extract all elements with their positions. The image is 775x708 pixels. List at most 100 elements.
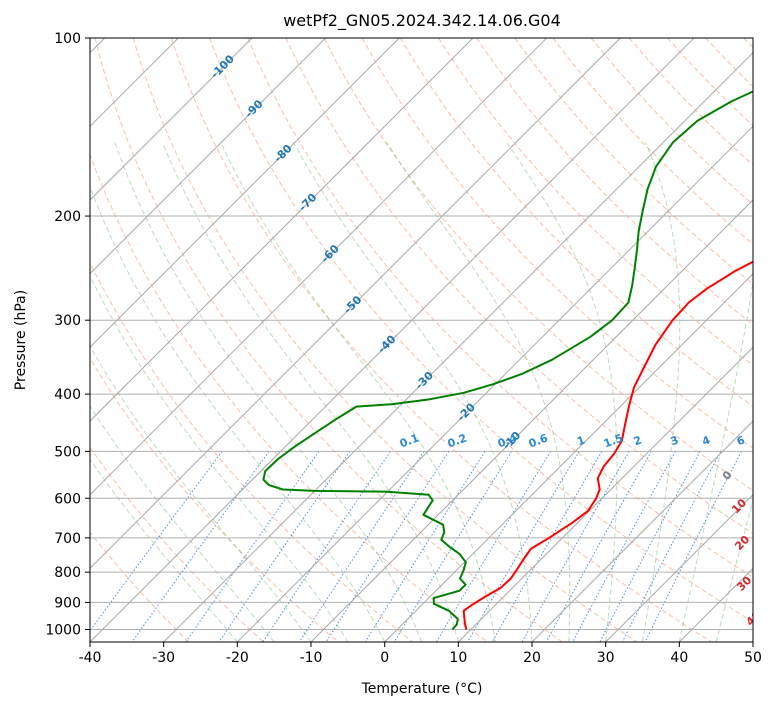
plot-frame bbox=[89, 37, 754, 643]
isotherm-line bbox=[90, 38, 327, 275]
isotherm-line bbox=[531, 420, 753, 642]
mixing-ratio-label: 0.1 bbox=[398, 432, 421, 451]
x-tick-label: 20 bbox=[523, 650, 541, 666]
dry-adiabat-line bbox=[285, 38, 753, 535]
dry-adiabat-line bbox=[132, 38, 638, 642]
x-tick-label: -30 bbox=[152, 650, 175, 666]
isotherm-line bbox=[605, 493, 753, 642]
chart-title: wetPf2_GN05.2024.342.14.06.G04 bbox=[283, 11, 561, 31]
mixing-ratio-label: 2 bbox=[632, 434, 644, 449]
moist-adiabat-label: 20 bbox=[732, 533, 752, 553]
axes: -40 -30 -20 -10 0 10 20 30 40 50 100 200 300 400 500 60… bbox=[45, 31, 762, 666]
dry-adiabat-line bbox=[437, 38, 753, 366]
x-tick-label: 10 bbox=[449, 650, 467, 666]
mixing-ratio-line bbox=[599, 451, 701, 642]
dewpoint-profile-line bbox=[262, 90, 753, 631]
mixing-ratio-line bbox=[467, 451, 580, 642]
y-tick-label: 1000 bbox=[45, 622, 81, 638]
isotherm-line bbox=[457, 346, 753, 642]
mixing-ratio-label: 0.2 bbox=[446, 432, 469, 451]
mixing-ratio-label: 0.6 bbox=[527, 431, 550, 450]
dry-adiabat-line bbox=[399, 38, 753, 408]
mixing-ratio-label: 1.5 bbox=[602, 432, 625, 451]
moist-adiabat-line bbox=[715, 498, 753, 642]
x-axis-label: Temperature (°C) bbox=[361, 681, 483, 697]
isotherm-line bbox=[90, 38, 621, 570]
y-tick-label: 600 bbox=[54, 491, 81, 507]
y-axis-label: Pressure (hPa) bbox=[13, 290, 29, 390]
dry-adiabat-line bbox=[170, 38, 712, 642]
mixing-ratio-label: 3 bbox=[669, 434, 681, 449]
moist-adiabat-line bbox=[90, 458, 238, 642]
dry-adiabat-line bbox=[90, 446, 264, 642]
y-tick-label: 300 bbox=[54, 313, 81, 329]
mixing-ratio-line bbox=[185, 451, 320, 642]
moist-adiabat-line bbox=[678, 278, 753, 642]
moist-adiabat-label: 40 bbox=[744, 608, 764, 628]
isotherm-line bbox=[384, 272, 753, 642]
moist-adiabat-line bbox=[642, 142, 681, 642]
dry-adiabat-line bbox=[743, 38, 753, 49]
mixing-ratio-label: 8 bbox=[763, 434, 775, 449]
dry-adiabat-line bbox=[667, 38, 753, 127]
isobars bbox=[90, 38, 753, 630]
moist-adiabat-label: 30 bbox=[734, 573, 754, 593]
dry-adiabat-line bbox=[94, 38, 563, 642]
mixing-ratio-line bbox=[298, 451, 425, 642]
moist-adiabat-labels: 0 10 20 30 40 bbox=[720, 468, 764, 629]
isotherm-line bbox=[752, 641, 753, 642]
isotherm-line bbox=[90, 38, 695, 642]
y-tick-label: 700 bbox=[54, 531, 81, 547]
x-tick-label: -10 bbox=[300, 650, 323, 666]
dry-adiabat-line bbox=[209, 38, 753, 623]
dry-adiabat-line bbox=[590, 38, 753, 206]
isotherm-line bbox=[678, 567, 753, 642]
moist-adiabat-line bbox=[220, 141, 496, 642]
mixing-ratio-labels: 0.10.20.40.611.52346810131620253036 bbox=[398, 431, 775, 451]
mixing-ratio-line bbox=[325, 451, 450, 642]
y-tick-label: 900 bbox=[54, 595, 81, 611]
dry-adiabat-line bbox=[514, 38, 753, 285]
moist-adiabat-line bbox=[90, 185, 386, 642]
x-tick-label: 40 bbox=[670, 650, 688, 666]
isotherm-line bbox=[90, 38, 548, 496]
mixing-ratio-line bbox=[621, 451, 722, 642]
mixing-ratio-label: 0.4 bbox=[496, 431, 519, 450]
mixing-ratio-label: 4 bbox=[700, 433, 712, 448]
x-tick-label: 0 bbox=[380, 650, 389, 666]
y-tick-label: 500 bbox=[54, 444, 81, 460]
dry-adiabat-line bbox=[476, 38, 753, 326]
dry-adiabat-line bbox=[90, 261, 414, 642]
moist-adiabat-line bbox=[506, 141, 618, 642]
dry-adiabat-line bbox=[90, 153, 488, 642]
mixing-ratio-line bbox=[90, 451, 223, 632]
y-tick-label: 800 bbox=[54, 565, 81, 581]
moist-adiabats bbox=[90, 141, 753, 642]
isotherm-line bbox=[163, 51, 753, 642]
y-tick-label: 400 bbox=[54, 387, 81, 403]
moist-adiabat-line bbox=[114, 142, 422, 642]
dry-adiabat-line bbox=[90, 531, 190, 642]
y-tick-label: 100 bbox=[54, 31, 81, 47]
dry-adiabat-line bbox=[90, 357, 339, 642]
moist-adiabat-line bbox=[292, 141, 533, 642]
mixing-ratio-line bbox=[521, 451, 630, 642]
dry-adiabat-line bbox=[323, 38, 753, 492]
x-tick-label: -20 bbox=[226, 650, 249, 666]
dry-adiabat-line bbox=[361, 38, 753, 449]
moist-adiabat-line bbox=[90, 405, 275, 642]
mixing-ratio-line bbox=[545, 451, 652, 642]
mixing-ratio-lines bbox=[90, 451, 742, 642]
x-tick-label: 50 bbox=[744, 650, 762, 666]
isotherm-line bbox=[90, 38, 400, 349]
isotherm-line bbox=[310, 199, 753, 642]
isotherm-line bbox=[90, 38, 253, 201]
dry-adiabat-line bbox=[247, 38, 753, 578]
mixing-ratio-line bbox=[364, 451, 486, 642]
x-tick-label: -40 bbox=[79, 650, 102, 666]
mixing-ratio-label: 1 bbox=[575, 434, 587, 449]
y-tick-label: 200 bbox=[54, 209, 81, 225]
mixing-ratio-line bbox=[262, 451, 391, 642]
isotherm-line bbox=[90, 38, 474, 422]
